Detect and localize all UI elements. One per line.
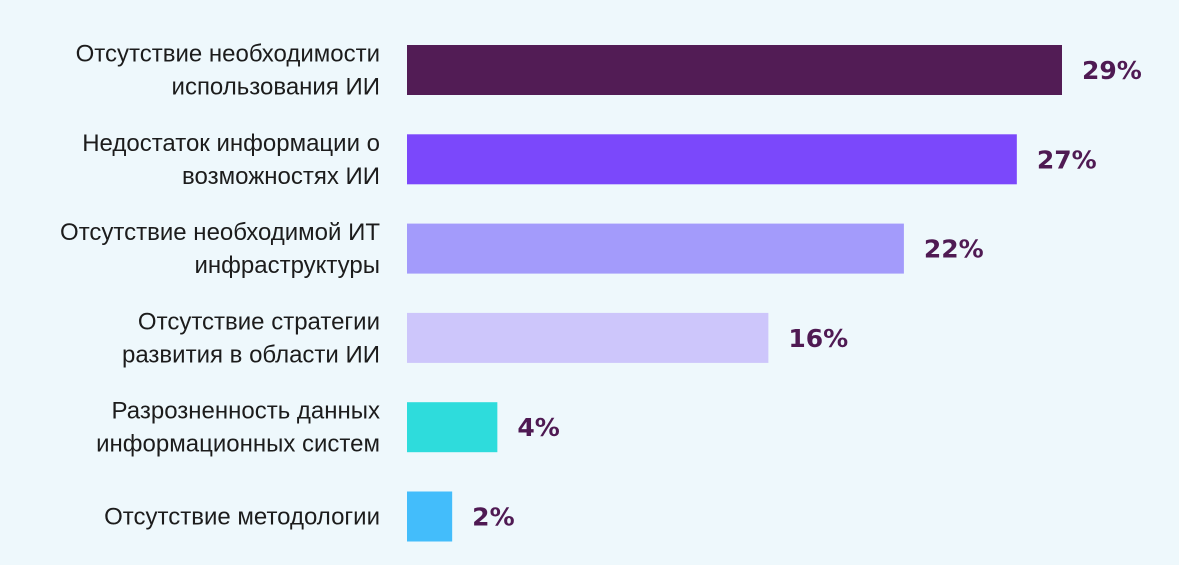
category-label-line: Отсутствие стратегии: [138, 308, 380, 335]
value-label-6: 2%: [472, 503, 514, 532]
bar-5: [407, 402, 498, 453]
category-label-line: развития в области ИИ: [122, 341, 380, 368]
category-label-line: Отсутствие необходимости: [76, 41, 380, 68]
value-label-5: 4%: [517, 413, 559, 442]
bar-3: [407, 223, 904, 274]
bar-2: [407, 134, 1017, 185]
bar-4: [407, 312, 769, 363]
category-label-2: Недостаток информации о возможностях ИИ: [82, 130, 380, 190]
value-label-1: 29%: [1082, 56, 1142, 85]
category-label-line: Отсутствие методологии: [104, 504, 380, 531]
category-label-line: возможностях ИИ: [182, 163, 380, 190]
bar-6: [407, 491, 453, 542]
value-label-2: 27%: [1037, 145, 1097, 174]
value-label-3: 22%: [924, 235, 984, 264]
category-label-3: Отсутствие необходимой ИТ инфраструктуры: [60, 219, 380, 279]
category-label-5: Разрозненность данных информационных сист…: [96, 398, 380, 458]
category-label-6: Отсутствие методологии: [104, 504, 380, 531]
category-label-1: Отсутствие необходимости использования ИИ: [76, 41, 380, 101]
category-label-line: инфраструктуры: [194, 252, 380, 279]
category-label-line: использования ИИ: [172, 74, 380, 101]
value-label-4: 16%: [788, 324, 848, 353]
category-label-4: Отсутствие стратегии развития в области И…: [122, 308, 380, 368]
category-label-line: Недостаток информации о: [82, 130, 380, 157]
category-label-line: Разрозненность данных: [112, 398, 380, 425]
category-label-line: Отсутствие необходимой ИТ: [60, 219, 380, 246]
category-label-line: информационных систем: [96, 431, 380, 458]
bar-1: [407, 45, 1062, 95]
